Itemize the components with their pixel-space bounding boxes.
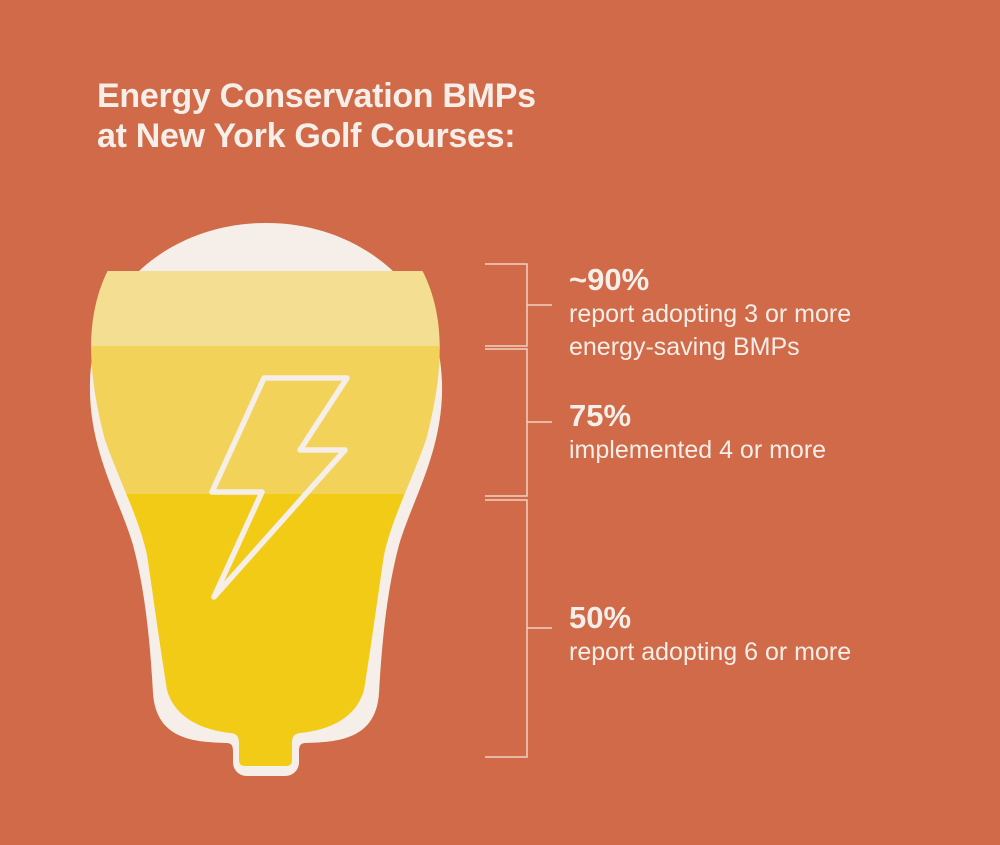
- stat-value: ~90%: [569, 262, 650, 297]
- stat-description: implemented 4 or more: [569, 436, 827, 464]
- bracket-90: [485, 263, 552, 347]
- stat-value: 50%: [569, 600, 632, 635]
- stat-description: report adopting 3 or more: [569, 300, 852, 328]
- bulb-fill-middle: [91, 346, 440, 496]
- stat-50-percent: 50% report adopting 6 or more: [569, 600, 851, 669]
- bracket-75: [485, 348, 552, 497]
- stat-75-percent: 75% implemented 4 or more: [569, 398, 826, 467]
- stat-description: report adopting 6 or more: [569, 638, 852, 666]
- title-line-1: Energy Conservation BMPs: [97, 77, 536, 115]
- stat-90-percent: ~90% report adopting 3 or more energy-sa…: [569, 262, 851, 364]
- title-line-2: at New York Golf Courses:: [97, 117, 516, 155]
- bracket-group: [485, 263, 552, 758]
- bracket-50: [485, 499, 552, 758]
- stat-description-line-2: energy-saving BMPs: [569, 333, 800, 361]
- bulb-fill-top: [91, 271, 440, 348]
- stat-value: 75%: [569, 398, 632, 433]
- lightning-bolt-icon: [209, 375, 350, 600]
- infographic-title: Energy Conservation BMPs at New York Gol…: [97, 76, 536, 156]
